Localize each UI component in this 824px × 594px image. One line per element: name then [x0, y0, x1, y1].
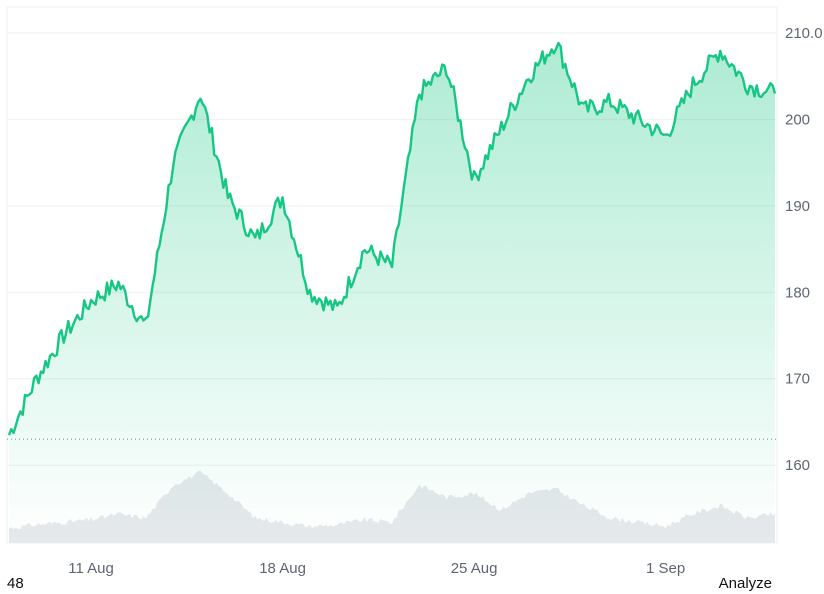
y-tick-label: 210.0 — [785, 25, 823, 42]
y-tick-label: 170 — [785, 371, 810, 388]
price-line — [7, 41, 777, 436]
footer-left-text: 48 — [7, 575, 24, 592]
price-area-fill — [9, 43, 775, 543]
y-tick-label: 200 — [785, 111, 810, 128]
y-tick-label: 180 — [785, 284, 810, 301]
x-axis-ticks: 11 Aug 18 Aug 25 Aug 1 Sep — [68, 560, 685, 577]
price-area — [9, 43, 775, 543]
x-tick-label: 18 Aug — [259, 560, 306, 577]
y-tick-label: 160 — [785, 457, 810, 474]
y-tick-label: 190 — [785, 198, 810, 215]
x-tick-label: 11 Aug — [68, 560, 114, 577]
x-tick-label: 1 Sep — [646, 560, 685, 577]
x-tick-label: 25 Aug — [451, 560, 498, 577]
y-axis-ticks: 210.0 200 190 180 170 160 — [785, 25, 823, 474]
price-line-path — [7, 41, 777, 436]
analyze-link[interactable]: Analyze — [718, 575, 772, 592]
